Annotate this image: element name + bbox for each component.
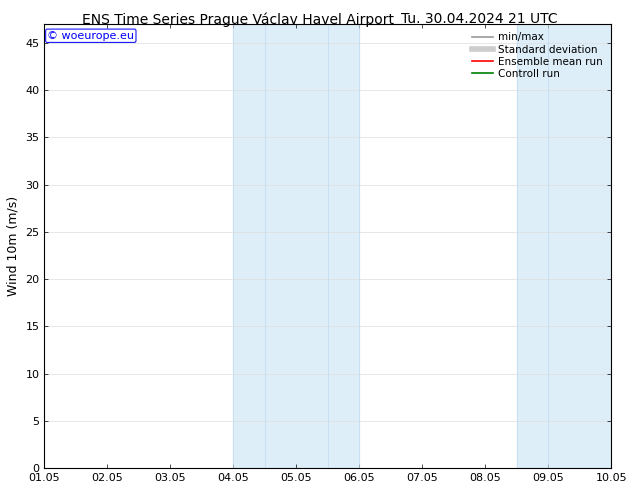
Text: © woeurope.eu: © woeurope.eu <box>48 31 134 41</box>
Legend: min/max, Standard deviation, Ensemble mean run, Controll run: min/max, Standard deviation, Ensemble me… <box>469 29 606 82</box>
Text: Tu. 30.04.2024 21 UTC: Tu. 30.04.2024 21 UTC <box>401 12 558 26</box>
Text: ENS Time Series Prague Václav Havel Airport: ENS Time Series Prague Václav Havel Airp… <box>82 12 394 27</box>
Y-axis label: Wind 10m (m/s): Wind 10m (m/s) <box>7 196 20 296</box>
Bar <box>233 24 359 468</box>
Bar <box>517 24 611 468</box>
